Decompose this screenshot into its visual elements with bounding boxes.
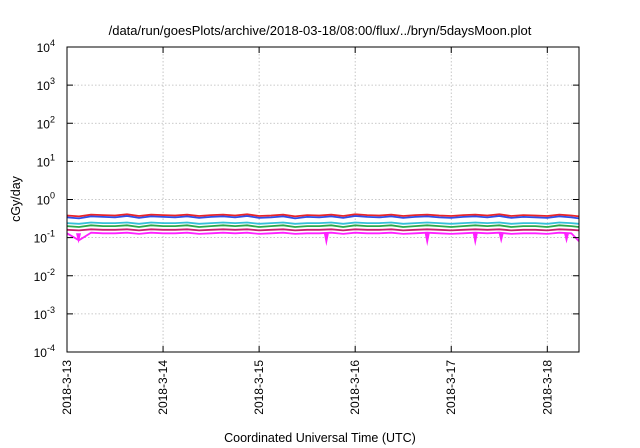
y-tick-label: 10-4	[34, 343, 55, 360]
magenta-dip	[76, 233, 82, 244]
magenta-dip	[472, 233, 478, 247]
magenta-dip	[424, 233, 430, 247]
y-tick-label: 101	[37, 152, 55, 169]
x-tick-label: 2018-3-15	[252, 360, 266, 415]
magenta-dip	[498, 233, 504, 244]
x-axis-label: Coordinated Universal Time (UTC)	[224, 431, 416, 445]
y-tick-label: 104	[37, 38, 55, 55]
y-axis-label: cGy/day	[9, 175, 23, 222]
y-tick-label: 10-3	[34, 305, 55, 322]
y-tick-label: 102	[37, 114, 55, 131]
magenta-dip	[323, 233, 329, 247]
series-line	[66, 213, 580, 218]
y-tick-label: 100	[37, 191, 55, 208]
x-tick-label: 2018-3-13	[60, 360, 74, 415]
x-tick-label: 2018-3-14	[156, 360, 170, 415]
x-tick-label: 2018-3-18	[540, 360, 554, 415]
y-tick-label: 103	[37, 76, 55, 93]
y-tick-label: 10-1	[34, 229, 55, 246]
magenta-dip	[564, 233, 570, 244]
series-line	[66, 228, 580, 232]
grid	[67, 47, 579, 352]
series-line	[66, 224, 580, 228]
series-line	[66, 221, 580, 225]
series-line	[66, 215, 580, 220]
y-tick-label: 10-2	[34, 267, 55, 284]
series-group	[66, 213, 580, 247]
x-tick-label: 2018-3-16	[348, 360, 362, 415]
series-line	[66, 231, 580, 242]
chart-title: /data/run/goesPlots/archive/2018-03-18/0…	[109, 23, 532, 38]
x-tick-label: 2018-3-17	[444, 360, 458, 415]
